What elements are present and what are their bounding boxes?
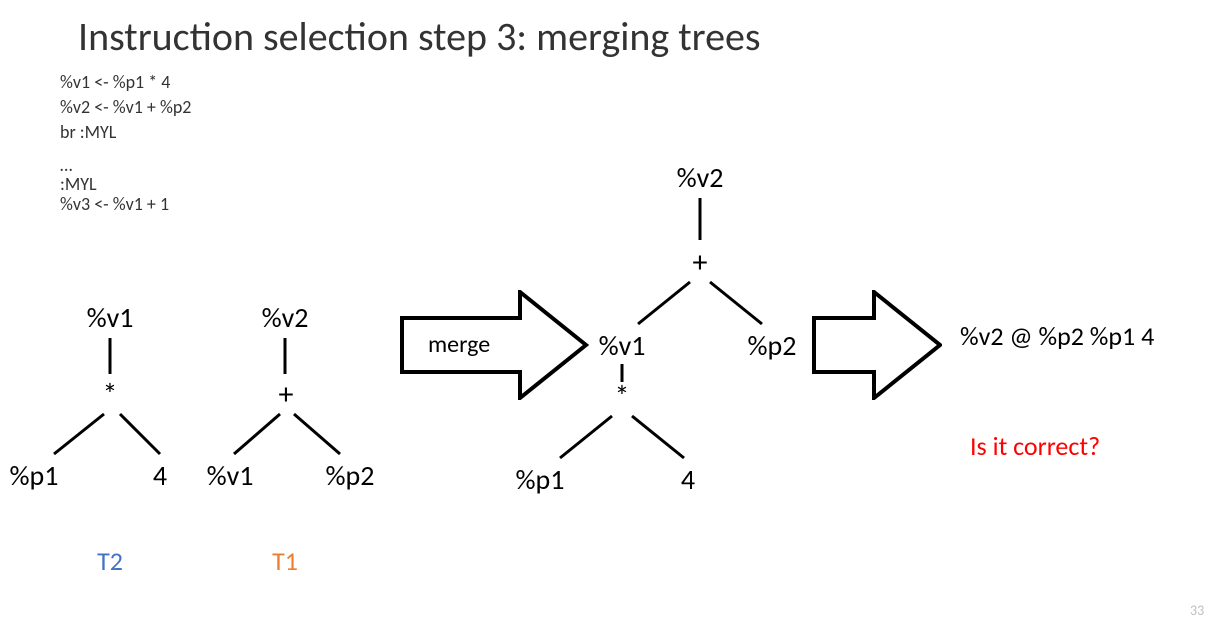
m-edge-star-left (560, 416, 612, 458)
result-text: %v2 @ %p2 %p1 4 (960, 320, 1154, 352)
m-edge-plus-left (638, 282, 690, 324)
t1-edge-right (294, 414, 340, 454)
m-p2: %p2 (732, 328, 812, 363)
code-line-2: %v2 <- %v1 + %p2 (60, 95, 191, 120)
t1-root: %v2 (245, 300, 325, 335)
m-4: 4 (668, 462, 708, 497)
t2-edge-right (120, 414, 160, 454)
t1-right: %p2 (310, 458, 390, 493)
slide-title: Instruction selection step 3: merging tr… (78, 12, 761, 61)
result-arrow-icon (812, 290, 942, 400)
t2-label: T2 (80, 545, 140, 577)
t2-root: %v1 (70, 300, 150, 335)
page-number: 33 (1190, 602, 1204, 619)
m-edge-root (694, 198, 706, 240)
t1-label: T1 (255, 545, 315, 577)
code-line-6: %v3 <- %v1 + 1 (60, 195, 191, 215)
merge-label: merge (428, 330, 490, 359)
m-op1: + (688, 244, 712, 281)
code-line-1: %v1 <- %p1 * 4 (60, 70, 191, 95)
t1-op: + (274, 376, 298, 413)
m-v1: %v1 (582, 328, 662, 363)
m-edge-plus-right (710, 282, 762, 324)
t1-edge-left (234, 414, 280, 454)
t1-left: %v1 (190, 458, 270, 493)
m-edge-star-right (632, 416, 684, 458)
t2-left: %p1 (0, 458, 74, 493)
t2-right: 4 (140, 458, 180, 493)
t2-edge-root (104, 338, 116, 374)
m-root: %v2 (660, 160, 740, 195)
m-op2: * (610, 378, 634, 415)
code-line-3: br :MYL (60, 120, 191, 145)
t1-edge-root (279, 338, 291, 374)
t2-op: * (98, 376, 122, 413)
code-block: %v1 <- %p1 * 4 %v2 <- %v1 + %p2 br :MYL … (60, 70, 191, 215)
t2-edge-left (54, 414, 104, 454)
m-p1: %p1 (500, 462, 580, 497)
question-text: Is it correct? (970, 430, 1100, 462)
